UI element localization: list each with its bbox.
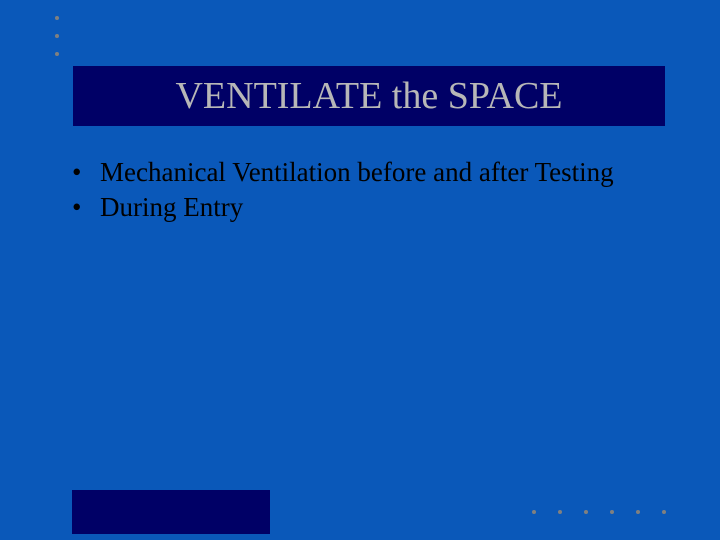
decor-dot-bottom xyxy=(610,510,614,514)
slide: VENTILATE the SPACE Mechanical Ventilati… xyxy=(0,0,720,540)
decor-dot-bottom xyxy=(558,510,562,514)
bullet-item: Mechanical Ventilation before and after … xyxy=(72,156,632,189)
title-bar: VENTILATE the SPACE xyxy=(73,66,665,126)
footer-accent-bar xyxy=(72,490,270,534)
decor-dot-bottom xyxy=(584,510,588,514)
decor-dot-bottom xyxy=(532,510,536,514)
decor-dot-bottom xyxy=(636,510,640,514)
decor-dot-bottom xyxy=(662,510,666,514)
slide-title: VENTILATE the SPACE xyxy=(175,74,562,118)
decor-dot-top xyxy=(55,52,59,56)
decor-dot-top xyxy=(55,16,59,20)
bullet-list: Mechanical Ventilation before and after … xyxy=(72,156,632,226)
bullet-item: During Entry xyxy=(72,191,632,224)
decor-dot-top xyxy=(55,34,59,38)
